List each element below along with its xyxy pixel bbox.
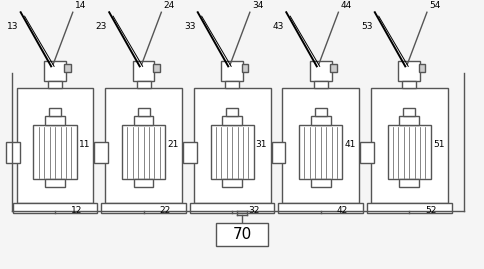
Text: 43: 43 bbox=[273, 22, 284, 30]
Bar bbox=[311, 179, 331, 187]
Text: 44: 44 bbox=[340, 1, 351, 10]
Bar bbox=[367, 203, 452, 213]
Bar bbox=[419, 64, 425, 72]
Bar bbox=[272, 141, 285, 163]
Text: 70: 70 bbox=[232, 227, 252, 242]
Text: 31: 31 bbox=[256, 140, 267, 149]
Bar bbox=[360, 141, 374, 163]
Bar bbox=[282, 88, 359, 203]
Bar bbox=[133, 61, 154, 81]
Bar bbox=[314, 81, 328, 88]
Text: 32: 32 bbox=[248, 206, 259, 215]
Bar bbox=[330, 64, 337, 72]
Bar bbox=[134, 116, 153, 125]
Text: 24: 24 bbox=[163, 1, 175, 10]
Bar bbox=[371, 88, 448, 203]
Bar bbox=[33, 125, 77, 179]
Bar bbox=[49, 108, 61, 116]
Bar bbox=[222, 116, 242, 125]
Bar bbox=[225, 81, 239, 88]
Bar bbox=[44, 61, 66, 81]
Bar bbox=[101, 203, 186, 213]
Bar bbox=[153, 64, 160, 72]
Text: 42: 42 bbox=[336, 206, 348, 215]
Bar bbox=[278, 203, 363, 213]
Bar bbox=[299, 125, 342, 179]
Bar bbox=[64, 64, 71, 72]
Bar bbox=[138, 108, 150, 116]
Bar bbox=[183, 141, 197, 163]
Bar bbox=[48, 81, 62, 88]
Bar bbox=[222, 179, 242, 187]
Bar bbox=[315, 108, 327, 116]
Text: 52: 52 bbox=[425, 206, 437, 215]
Bar bbox=[137, 81, 151, 88]
Bar bbox=[311, 116, 331, 125]
Bar bbox=[221, 61, 243, 81]
Bar bbox=[399, 116, 419, 125]
Bar bbox=[45, 116, 65, 125]
Bar bbox=[45, 179, 65, 187]
Bar bbox=[242, 64, 248, 72]
Text: 13: 13 bbox=[7, 22, 19, 30]
Bar bbox=[211, 125, 254, 179]
Text: 41: 41 bbox=[344, 140, 356, 149]
Bar bbox=[226, 108, 238, 116]
Text: 14: 14 bbox=[75, 1, 86, 10]
Text: 11: 11 bbox=[79, 140, 90, 149]
Text: 21: 21 bbox=[167, 140, 179, 149]
Bar bbox=[94, 141, 108, 163]
Bar bbox=[105, 88, 182, 203]
Bar bbox=[388, 125, 431, 179]
Bar bbox=[13, 203, 97, 213]
Bar bbox=[403, 108, 415, 116]
Bar bbox=[194, 88, 271, 203]
Text: 23: 23 bbox=[96, 22, 107, 30]
Bar bbox=[190, 203, 274, 213]
Bar bbox=[6, 141, 20, 163]
Text: 34: 34 bbox=[252, 1, 263, 10]
Text: 53: 53 bbox=[362, 22, 373, 30]
Text: 33: 33 bbox=[184, 22, 196, 30]
Bar bbox=[17, 88, 93, 203]
Text: 22: 22 bbox=[159, 206, 171, 215]
Text: 12: 12 bbox=[71, 206, 82, 215]
Text: 54: 54 bbox=[429, 1, 440, 10]
Bar bbox=[216, 223, 268, 246]
Bar bbox=[122, 125, 165, 179]
Bar bbox=[402, 81, 416, 88]
Bar bbox=[310, 61, 332, 81]
Text: 51: 51 bbox=[433, 140, 444, 149]
Bar bbox=[134, 179, 153, 187]
Bar bbox=[398, 61, 420, 81]
Bar bbox=[399, 179, 419, 187]
